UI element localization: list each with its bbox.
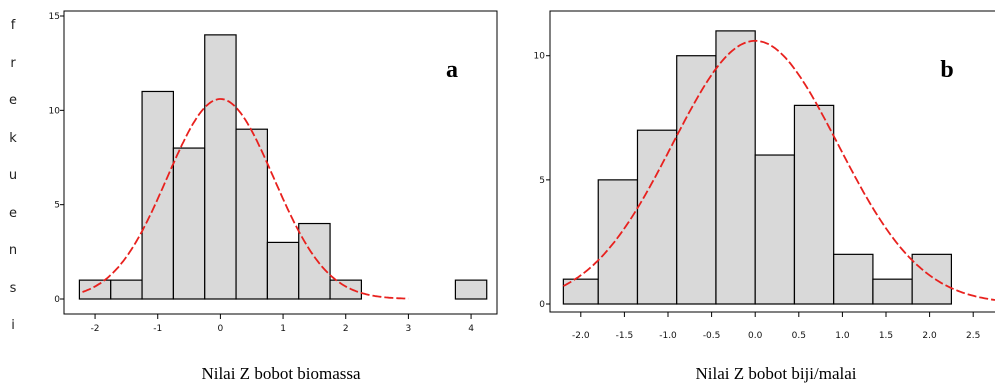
- histogram-bar: [911, 253, 952, 305]
- y-tick-label: 0: [54, 295, 60, 305]
- x-tick-label: 2: [343, 324, 349, 334]
- x-tick-label: -2: [91, 324, 100, 334]
- x-tick-label: 0: [218, 324, 224, 334]
- histogram-bar: [636, 129, 678, 305]
- x-tick-label: -2.0: [572, 331, 590, 341]
- normal-distribution-curve: [82, 98, 409, 300]
- histogram-bar: [793, 104, 835, 305]
- x-tick-label: 0.5: [792, 331, 806, 341]
- y-tick-label: 10: [534, 52, 546, 62]
- x-axis-label: Nilai Z bobot biomassa: [201, 364, 361, 383]
- histogram-bar: [454, 279, 488, 300]
- x-tick-label: 1.0: [835, 331, 850, 341]
- histogram-bar: [329, 279, 363, 300]
- x-tick-label: 2.5: [966, 331, 980, 341]
- y-tick-label: 5: [539, 176, 545, 186]
- x-tick-label: 1: [280, 324, 286, 334]
- x-tick-label: 1.5: [879, 331, 893, 341]
- y-tick-label: 10: [49, 106, 61, 116]
- y-axis-label-letter: e: [9, 93, 17, 108]
- histogram-bar: [204, 34, 237, 300]
- histogram-bar: [676, 55, 717, 305]
- x-tick-label: -1: [153, 324, 162, 334]
- histogram-bar: [235, 128, 268, 300]
- y-axis-label-letter: u: [9, 168, 17, 183]
- y-tick-label: 15: [49, 12, 60, 22]
- x-axis-label: Nilai Z bobot biji/malai: [695, 364, 856, 383]
- x-tick-label: -1.0: [659, 331, 677, 341]
- histogram-panel-b: 0 5 10 -2.0 -1.5 -1.0 -0.5 0.0 0.5 1.0 1.5 2.0 2.5 b N…: [534, 10, 995, 383]
- histogram-panel-a: 0 5 10 15 -2 -1 0 1 2 3 4 a Nilai Z bobot biomassa: [49, 10, 498, 383]
- normal-distribution-curve: [562, 39, 995, 301]
- histogram-bar: [298, 222, 331, 300]
- histogram-bar: [833, 253, 874, 305]
- y-tick-label: 5: [54, 201, 60, 211]
- y-axis-label-letter: n: [9, 243, 17, 258]
- x-tick-label: 0.0: [748, 331, 763, 341]
- histogram-bar: [266, 241, 300, 300]
- histogram-bar: [597, 179, 639, 305]
- y-axis-label-letter: f: [11, 18, 16, 33]
- histogram-bar: [715, 30, 756, 305]
- y-axis-label-letter: k: [9, 131, 17, 146]
- y-axis-label-letter: i: [11, 318, 15, 333]
- histogram-bar: [141, 90, 174, 300]
- x-tick-label: -0.5: [703, 331, 721, 341]
- histogram-bar: [78, 279, 112, 300]
- y-tick-label: 0: [539, 300, 545, 310]
- panel-label: a: [446, 57, 458, 83]
- x-tick-label: -1.5: [616, 331, 634, 341]
- histogram-bar: [110, 279, 143, 300]
- x-tick-label: 3: [406, 324, 412, 334]
- y-axis-label-letter: s: [10, 281, 17, 296]
- panel-label: b: [940, 57, 953, 83]
- x-tick-label: 4: [468, 324, 474, 334]
- y-axis-label-letter: e: [9, 206, 17, 221]
- x-tick-label: 2.0: [922, 331, 937, 341]
- y-axis-label-letter: r: [10, 56, 16, 71]
- histogram-bar: [172, 147, 206, 300]
- histogram-bar: [754, 154, 796, 305]
- y-axis-label-letters: f r e k u e n s i: [9, 18, 17, 333]
- histogram-bar: [872, 278, 913, 305]
